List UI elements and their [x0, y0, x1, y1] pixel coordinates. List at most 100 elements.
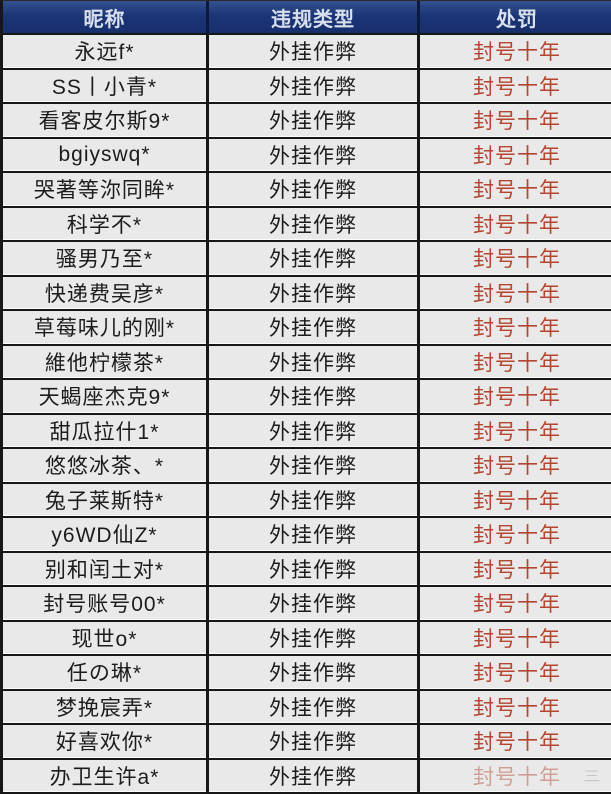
- cell-violation: 外挂作弊: [209, 138, 420, 173]
- cell-penalty: 封号十年 三: [420, 759, 611, 794]
- table-row: 封号账号00* 外挂作弊 封号十年: [3, 587, 611, 622]
- cell-penalty: 封号十年: [420, 449, 611, 484]
- penalty-text: 封号十年: [473, 489, 561, 513]
- cell-penalty: 封号十年: [420, 35, 611, 70]
- table-row: 天蝎座杰克9* 外挂作弊 封号十年: [3, 380, 611, 415]
- watermark-remnant: 三: [583, 767, 602, 784]
- cell-penalty: 封号十年: [420, 104, 611, 139]
- penalty-text: 封号十年: [473, 696, 561, 720]
- cell-violation: 外挂作弊: [209, 518, 420, 553]
- penalty-text: 封号十年: [473, 765, 561, 789]
- cell-nickname: 好喜欢你*: [3, 725, 209, 760]
- table-row: 兔子莱斯特* 外挂作弊 封号十年: [3, 483, 611, 518]
- cell-nickname: 办卫生许a*: [3, 759, 209, 794]
- cell-nickname: 任の琳*: [3, 656, 209, 691]
- cell-penalty: 封号十年: [420, 518, 611, 553]
- header-cell-violation: 违规类型: [209, 1, 420, 35]
- cell-violation: 外挂作弊: [209, 449, 420, 484]
- table-row: 維他柠檬茶* 外挂作弊 封号十年: [3, 345, 611, 380]
- cell-violation: 外挂作弊: [209, 242, 420, 277]
- table-row: 好喜欢你* 外挂作弊 封号十年: [3, 725, 611, 760]
- cell-violation: 外挂作弊: [209, 380, 420, 415]
- cell-violation: 外挂作弊: [209, 207, 420, 242]
- penalty-text: 封号十年: [473, 213, 561, 237]
- penalty-text: 封号十年: [473, 317, 561, 341]
- cell-penalty: 封号十年: [420, 483, 611, 518]
- penalty-text: 封号十年: [473, 558, 561, 582]
- cell-nickname: 现世o*: [3, 621, 209, 656]
- cell-penalty: 封号十年: [420, 138, 611, 173]
- penalty-text: 封号十年: [473, 386, 561, 410]
- table-row: 悠悠冰茶、* 外挂作弊 封号十年: [3, 449, 611, 484]
- penalty-text: 封号十年: [473, 75, 561, 99]
- cell-penalty: 封号十年: [420, 587, 611, 622]
- penalty-text: 封号十年: [473, 248, 561, 272]
- cell-violation: 外挂作弊: [209, 656, 420, 691]
- cell-penalty: 封号十年: [420, 69, 611, 104]
- cell-nickname: 封号账号00*: [3, 587, 209, 622]
- cell-penalty: 封号十年: [420, 380, 611, 415]
- cell-violation: 外挂作弊: [209, 104, 420, 139]
- table-row: 看客皮尔斯9* 外挂作弊 封号十年: [3, 104, 611, 139]
- cell-violation: 外挂作弊: [209, 69, 420, 104]
- header-row: 昵称 违规类型 处罚: [3, 1, 611, 35]
- cell-nickname: 天蝎座杰克9*: [3, 380, 209, 415]
- cell-violation: 外挂作弊: [209, 621, 420, 656]
- cell-nickname: 甜瓜拉什1*: [3, 414, 209, 449]
- penalty-text: 封号十年: [473, 179, 561, 203]
- table-row: 任の琳* 外挂作弊 封号十年: [3, 656, 611, 691]
- table-row: 别和闰土对* 外挂作弊 封号十年: [3, 552, 611, 587]
- cell-nickname: 快递费吴彦*: [3, 276, 209, 311]
- header-cell-penalty: 处罚: [420, 1, 611, 35]
- table-row: 哭著等沵同眸* 外挂作弊 封号十年: [3, 173, 611, 208]
- table-row: 甜瓜拉什1* 外挂作弊 封号十年: [3, 414, 611, 449]
- cell-nickname: 梦挽宸弄*: [3, 690, 209, 725]
- cell-violation: 外挂作弊: [209, 725, 420, 760]
- cell-nickname: 别和闰土对*: [3, 552, 209, 587]
- cell-violation: 外挂作弊: [209, 173, 420, 208]
- cell-nickname: 兔子莱斯特*: [3, 483, 209, 518]
- cell-penalty: 封号十年: [420, 207, 611, 242]
- cell-violation: 外挂作弊: [209, 483, 420, 518]
- cell-penalty: 封号十年: [420, 621, 611, 656]
- cell-violation: 外挂作弊: [209, 311, 420, 346]
- table-row: 办卫生许a* 外挂作弊 封号十年 三: [3, 759, 611, 794]
- cell-nickname: y6WD仙Z*: [3, 518, 209, 553]
- cell-nickname: 科学不*: [3, 207, 209, 242]
- penalty-text: 封号十年: [473, 351, 561, 375]
- cell-penalty: 封号十年: [420, 690, 611, 725]
- cell-violation: 外挂作弊: [209, 414, 420, 449]
- cell-penalty: 封号十年: [420, 242, 611, 277]
- cell-penalty: 封号十年: [420, 656, 611, 691]
- cell-nickname: 看客皮尔斯9*: [3, 104, 209, 139]
- cell-penalty: 封号十年: [420, 345, 611, 380]
- cell-violation: 外挂作弊: [209, 345, 420, 380]
- cell-nickname: 骚男乃至*: [3, 242, 209, 277]
- penalty-text: 封号十年: [473, 455, 561, 479]
- penalty-text: 封号十年: [473, 110, 561, 134]
- cell-nickname: 草莓味儿的刚*: [3, 311, 209, 346]
- cell-penalty: 封号十年: [420, 552, 611, 587]
- table-row: 骚男乃至* 外挂作弊 封号十年: [3, 242, 611, 277]
- cell-penalty: 封号十年: [420, 725, 611, 760]
- cell-nickname: bgiyswq*: [3, 138, 209, 173]
- penalty-text: 封号十年: [473, 627, 561, 651]
- table-row: bgiyswq* 外挂作弊 封号十年: [3, 138, 611, 173]
- cell-violation: 外挂作弊: [209, 552, 420, 587]
- penalty-text: 封号十年: [473, 731, 561, 755]
- cell-penalty: 封号十年: [420, 276, 611, 311]
- table-row: 科学不* 外挂作弊 封号十年: [3, 207, 611, 242]
- penalty-text: 封号十年: [473, 144, 561, 168]
- table-row: y6WD仙Z* 外挂作弊 封号十年: [3, 518, 611, 553]
- table-row: 梦挽宸弄* 外挂作弊 封号十年: [3, 690, 611, 725]
- cell-nickname: 維他柠檬茶*: [3, 345, 209, 380]
- table-row: SS丨小青* 外挂作弊 封号十年: [3, 69, 611, 104]
- cell-penalty: 封号十年: [420, 173, 611, 208]
- cell-violation: 外挂作弊: [209, 35, 420, 70]
- table-row: 草莓味儿的刚* 外挂作弊 封号十年: [3, 311, 611, 346]
- table-row: 永远f* 外挂作弊 封号十年: [3, 35, 611, 70]
- table-row: 现世o* 外挂作弊 封号十年: [3, 621, 611, 656]
- cell-nickname: 悠悠冰茶、*: [3, 449, 209, 484]
- cell-violation: 外挂作弊: [209, 587, 420, 622]
